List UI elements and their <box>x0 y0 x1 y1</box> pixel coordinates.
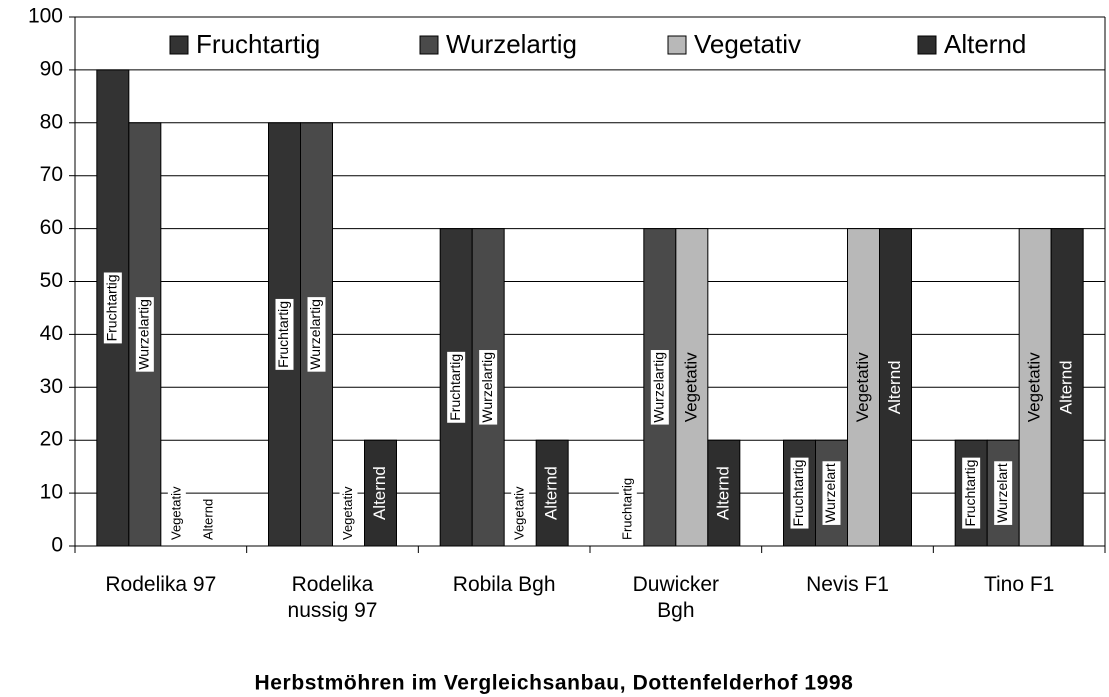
data-label: Alternd <box>542 466 561 520</box>
bar <box>879 228 912 547</box>
data-label: Alternd <box>200 499 215 540</box>
data-label-box <box>962 457 981 529</box>
data-label-group: Alternd <box>1057 360 1076 414</box>
data-label-box <box>650 350 669 425</box>
data-label: Wurzelart <box>994 463 1010 523</box>
data-label-box <box>167 484 186 542</box>
legend-label: Wurzelartig <box>446 29 577 59</box>
data-label-box <box>135 297 154 372</box>
bar <box>1050 228 1084 547</box>
data-label-box <box>339 484 358 542</box>
data-label: Vegetativ <box>1025 352 1044 422</box>
data-label: Alternd <box>1057 360 1076 414</box>
y-tick-label: 20 <box>40 428 63 451</box>
y-tick-label: 50 <box>40 269 63 292</box>
data-label-group: Vegetativ <box>339 484 358 542</box>
x-tick-label: Robila Bgh <box>452 573 556 596</box>
data-label-group: Alternd <box>370 466 389 520</box>
data-label-box <box>511 484 530 542</box>
data-label-group: Fruchtartig <box>103 272 122 344</box>
data-label: Fruchtartig <box>619 478 634 540</box>
data-label-group: Alternd <box>199 496 218 542</box>
legend-swatch <box>917 35 937 55</box>
data-label-group: Vegetativ <box>167 484 186 542</box>
data-label-box <box>307 297 326 372</box>
data-label-group: Vegetativ <box>681 352 700 422</box>
data-label-group: Alternd <box>885 360 904 414</box>
x-tick-label: Rodelika 97 <box>105 573 217 596</box>
legend-label: Alternd <box>944 29 1026 59</box>
y-tick-label: 60 <box>40 216 63 239</box>
bar <box>707 439 741 547</box>
data-label: Alternd <box>713 466 732 520</box>
data-label-group: Vegetativ <box>853 352 872 422</box>
data-label-group: Wurzelartig <box>479 350 498 425</box>
data-label: Alternd <box>370 466 389 520</box>
data-label-box <box>103 272 122 344</box>
data-label-group: Alternd <box>542 466 561 520</box>
legend-swatch <box>169 35 189 55</box>
data-label-group: Vegetativ <box>511 484 530 542</box>
data-label-group: Wurzelart <box>822 461 841 525</box>
data-label: Wurzelartig <box>651 352 667 423</box>
data-label: Wurzelartig <box>307 299 323 370</box>
data-label-box <box>618 475 637 542</box>
data-label-group: Fruchtartig <box>275 298 294 370</box>
data-label: Fruchtartig <box>962 460 978 527</box>
data-label: Fruchtartig <box>275 301 291 368</box>
chart-title: Herbstmöhren im Vergleichsanbau, Dottenf… <box>255 672 854 695</box>
data-label: Vegetativ <box>168 486 183 540</box>
data-label-box <box>822 461 841 525</box>
bar <box>535 439 569 547</box>
x-tick-label: Rodelika nussig 97 <box>287 573 378 622</box>
data-label-group: Fruchtartig <box>447 351 466 423</box>
data-label-group: Wurzelartig <box>307 297 326 372</box>
y-tick-label: 40 <box>40 322 63 345</box>
data-label-box <box>479 350 498 425</box>
x-tick-label: Tino F1 <box>983 573 1055 596</box>
y-tick-label: 0 <box>51 534 63 557</box>
data-label-box <box>994 461 1013 525</box>
data-label: Fruchtartig <box>447 354 463 421</box>
data-label-group: Wurzelartig <box>651 350 669 425</box>
data-label: Fruchtartig <box>790 460 806 527</box>
data-label-group: Vegetativ <box>1025 352 1044 422</box>
data-label: Wurzelartig <box>479 352 495 423</box>
legend-swatch <box>419 35 439 55</box>
data-label-group: Wurzelartig <box>136 297 154 372</box>
data-label-group: Wurzelart <box>994 461 1013 525</box>
data-label: Alternd <box>885 360 904 414</box>
data-label-group: Alternd <box>713 466 732 520</box>
y-tick-label: 100 <box>28 5 63 28</box>
data-label-box <box>447 351 466 423</box>
y-tick-label: 90 <box>40 57 63 80</box>
data-label: Wurzelartig <box>136 299 152 370</box>
data-label-box <box>275 298 294 370</box>
data-label: Vegetativ <box>853 352 872 422</box>
data-label: Wurzelart <box>822 463 838 523</box>
data-label-box <box>790 457 809 529</box>
y-tick-label: 10 <box>40 481 63 504</box>
bar <box>675 228 709 547</box>
data-label-group: Fruchtartig <box>618 475 637 542</box>
data-label-group: Fruchtartig <box>790 457 809 529</box>
data-label: Vegetativ <box>512 486 527 540</box>
bar <box>364 439 397 547</box>
x-tick-label: Nevis F1 <box>806 573 889 596</box>
data-label-box <box>199 496 218 542</box>
x-tick-label: Duwicker Bgh <box>632 573 719 622</box>
data-label: Vegetativ <box>681 352 700 422</box>
y-tick-label: 70 <box>40 163 63 186</box>
data-label: Fruchtartig <box>104 274 120 341</box>
legend-label: Vegetativ <box>694 29 801 59</box>
y-tick-label: 80 <box>40 110 63 133</box>
data-label: Vegetativ <box>340 486 355 540</box>
y-tick-label: 30 <box>40 375 63 398</box>
legend-label: Fruchtartig <box>196 29 320 59</box>
legend-swatch <box>667 35 687 55</box>
data-label-group: Fruchtartig <box>962 457 981 529</box>
